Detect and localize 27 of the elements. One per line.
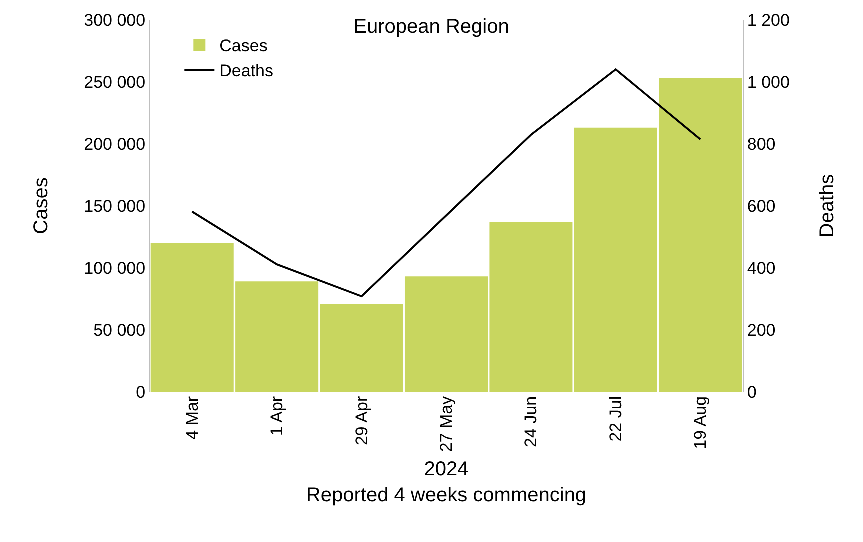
y-tick-label: 50 000	[94, 320, 146, 340]
x-tick-label: 19 Aug	[691, 396, 710, 450]
x-tick-label: 27 May	[437, 396, 456, 452]
y-tick-label: 250 000	[84, 72, 146, 92]
y2-tick-label: 200	[747, 320, 776, 340]
y2-tick-label: 400	[747, 258, 776, 278]
x-tick-label: 4 Mar	[182, 396, 202, 440]
y2-tick-label: 1 000	[747, 72, 790, 92]
y-tick-label: 200 000	[84, 134, 146, 154]
y-tick-label: 300 000	[84, 10, 146, 30]
legend-label: Deaths	[220, 62, 274, 81]
y-tick-label: 150 000	[84, 196, 146, 216]
x-tick-label: 29 Apr	[352, 396, 372, 446]
y2-axis-title: Deaths	[816, 174, 838, 238]
y2-tick-label: 0	[747, 382, 757, 402]
y-axis-title: Cases	[30, 178, 53, 234]
chart-title: European Region	[354, 16, 510, 38]
x-axis-title: 2024 Reported 4 weeks commencing	[306, 458, 587, 507]
x-tick-label: 1 Apr	[268, 396, 287, 436]
y2-tick-label: 800	[747, 134, 776, 154]
y2-tick-label: 1 200	[747, 10, 790, 30]
y-tick-label: 0	[136, 382, 146, 402]
legend-label: Cases	[220, 36, 268, 56]
x-tick-label: 22 Jul	[606, 396, 626, 442]
x-tick-label: 24 Jun	[522, 396, 541, 448]
y-tick-label: 100 000	[84, 258, 146, 278]
y2-tick-label: 600	[747, 196, 776, 216]
